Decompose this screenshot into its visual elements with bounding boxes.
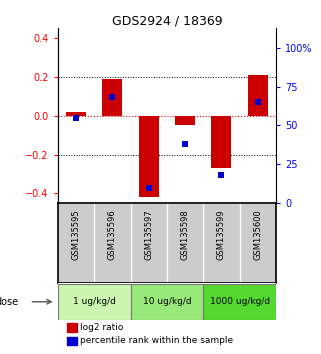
Bar (203, 284, 276, 320)
Text: GSM135595: GSM135595 (72, 210, 81, 260)
Text: GSM135596: GSM135596 (108, 210, 117, 260)
Text: 10 ug/kg/d: 10 ug/kg/d (143, 297, 191, 306)
Bar (66, 112, 86, 116)
Text: 1 ug/kg/d: 1 ug/kg/d (73, 297, 116, 306)
Text: log2 ratio: log2 ratio (81, 323, 124, 332)
Title: GDS2924 / 18369: GDS2924 / 18369 (112, 14, 222, 27)
Text: GSM135599: GSM135599 (217, 210, 226, 260)
Text: GSM135598: GSM135598 (181, 210, 190, 260)
Bar (131, 284, 203, 320)
Text: GSM135600: GSM135600 (253, 210, 262, 260)
Text: percentile rank within the sample: percentile rank within the sample (81, 336, 234, 346)
Bar (66, 324, 77, 332)
Text: dose: dose (0, 297, 19, 307)
Bar (139, 116, 159, 197)
Bar (212, 116, 231, 168)
Text: GSM135597: GSM135597 (144, 210, 153, 260)
Bar (102, 79, 122, 116)
Text: 1000 ug/kg/d: 1000 ug/kg/d (210, 297, 270, 306)
Bar (248, 75, 268, 116)
Bar (175, 116, 195, 125)
Bar (58, 284, 131, 320)
Bar (66, 337, 77, 345)
